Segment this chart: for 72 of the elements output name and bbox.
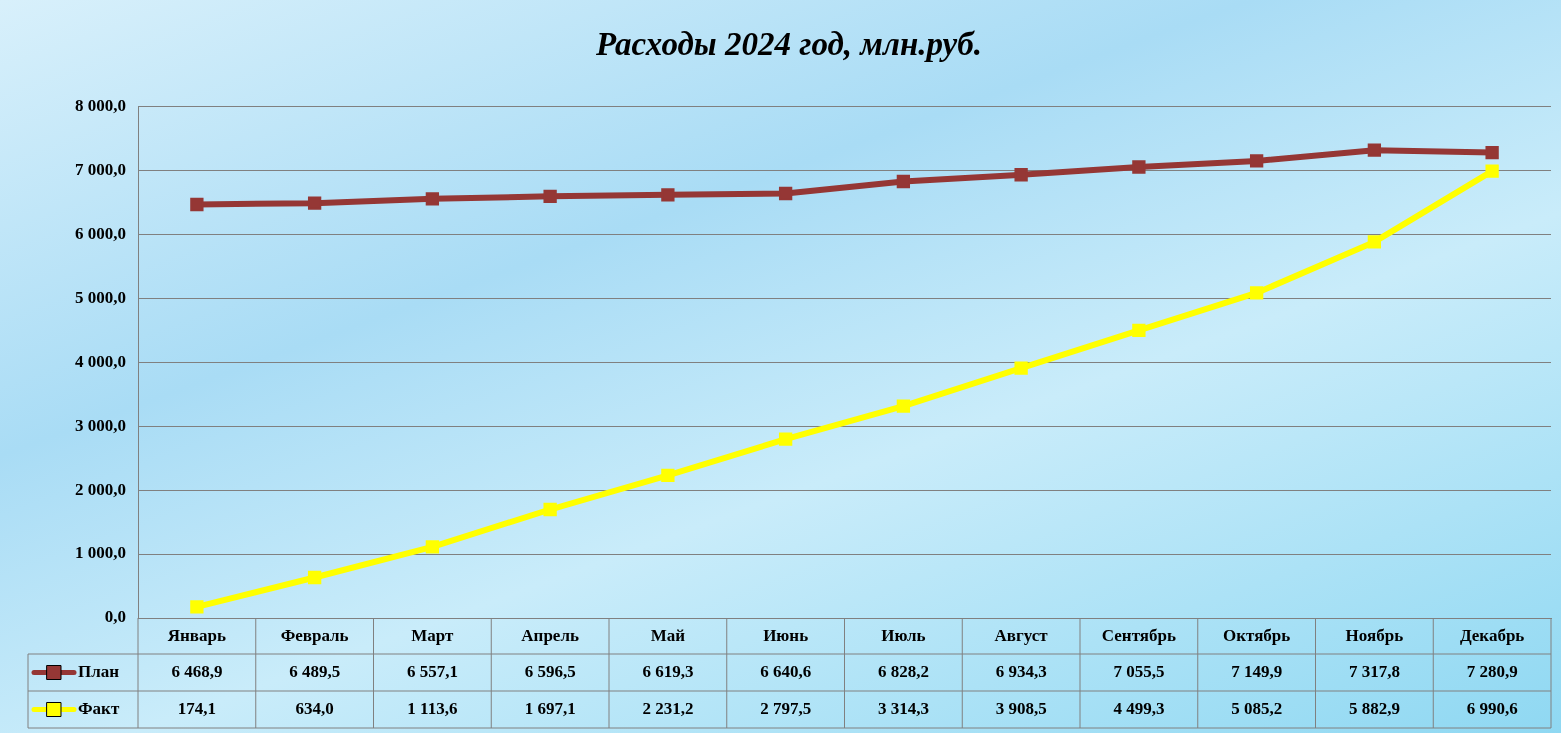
data-label: 5 085,2 (1231, 698, 1283, 718)
data-label: 6 468,9 (171, 661, 223, 681)
data-label: 7 055,5 (1113, 661, 1165, 681)
data-label: 634,0 (295, 698, 334, 718)
y-tick-label: 8 000,0 (75, 95, 126, 115)
legend-label: Факт (78, 698, 120, 718)
data-label: 5 882,9 (1348, 698, 1400, 718)
y-tick-label: 6 000,0 (75, 223, 126, 243)
point (307, 196, 322, 210)
y-tick-label: 2 000,0 (75, 479, 126, 499)
data-label: 1 113,6 (407, 698, 458, 718)
point (1132, 160, 1146, 174)
chart-title: Расходы 2024 год, млн.руб. (595, 26, 982, 63)
data-label: 7 280,9 (1466, 661, 1518, 681)
data-label: 7 149,9 (1231, 661, 1283, 681)
point (190, 600, 204, 614)
point (778, 186, 793, 201)
y-tick-label: 0,0 (104, 607, 126, 627)
point (425, 192, 440, 206)
data-label: 1 697,1 (524, 698, 576, 718)
point (1367, 235, 1382, 249)
x-tick-label: Декабрь (1459, 625, 1525, 645)
data-label: 6 619,3 (642, 661, 694, 681)
point (425, 540, 440, 554)
x-tick-label: Январь (167, 625, 226, 645)
data-label: 6 596,5 (524, 661, 576, 681)
y-tick-label: 4 000,0 (75, 351, 126, 371)
data-label: 3 908,5 (995, 698, 1047, 718)
data-label: 6 489,5 (289, 661, 341, 681)
point (307, 570, 322, 585)
data-label: 2 231,2 (642, 698, 694, 718)
point (543, 189, 557, 203)
x-tick-label: Май (650, 625, 686, 645)
x-tick-label: Ноябрь (1345, 625, 1404, 645)
x-tick-label: Апрель (521, 625, 579, 645)
data-label: 174,1 (177, 698, 216, 718)
point (778, 432, 793, 446)
x-tick-label: Август (994, 625, 1049, 645)
data-label: 6 557,1 (406, 661, 458, 681)
x-tick-label: Октябрь (1222, 625, 1291, 645)
data-label: 4 499,3 (1113, 698, 1165, 718)
data-label: 6 640,6 (760, 661, 812, 681)
point (1014, 361, 1028, 375)
point (1367, 143, 1382, 157)
point (1132, 323, 1146, 338)
point (1249, 286, 1264, 300)
x-tick-label: Февраль (280, 625, 349, 645)
point (1485, 145, 1499, 160)
data-label: 6 990,6 (1466, 698, 1518, 718)
point (896, 174, 911, 189)
x-tick-label: Июнь (763, 625, 809, 645)
point (1014, 168, 1028, 182)
point (543, 502, 557, 517)
x-tick-label: Июль (881, 625, 926, 645)
point (661, 188, 675, 202)
point (1249, 154, 1264, 168)
point (190, 197, 204, 212)
data-label: 7 317,8 (1348, 661, 1400, 681)
data-label: 6 828,2 (877, 661, 929, 681)
x-tick-label: Март (411, 625, 455, 645)
data-label: 6 934,3 (995, 661, 1047, 681)
point (1485, 164, 1499, 178)
y-tick-label: 1 000,0 (75, 543, 126, 563)
data-label: 3 314,3 (877, 698, 929, 718)
y-tick-label: 5 000,0 (75, 287, 126, 307)
legend-label: План (78, 661, 120, 681)
data-label: 2 797,5 (760, 698, 812, 718)
y-tick-label: 3 000,0 (75, 415, 126, 435)
y-tick-label: 7 000,0 (75, 159, 126, 179)
x-tick-label: Сентябрь (1101, 625, 1176, 645)
point (896, 399, 911, 413)
point (661, 468, 675, 483)
